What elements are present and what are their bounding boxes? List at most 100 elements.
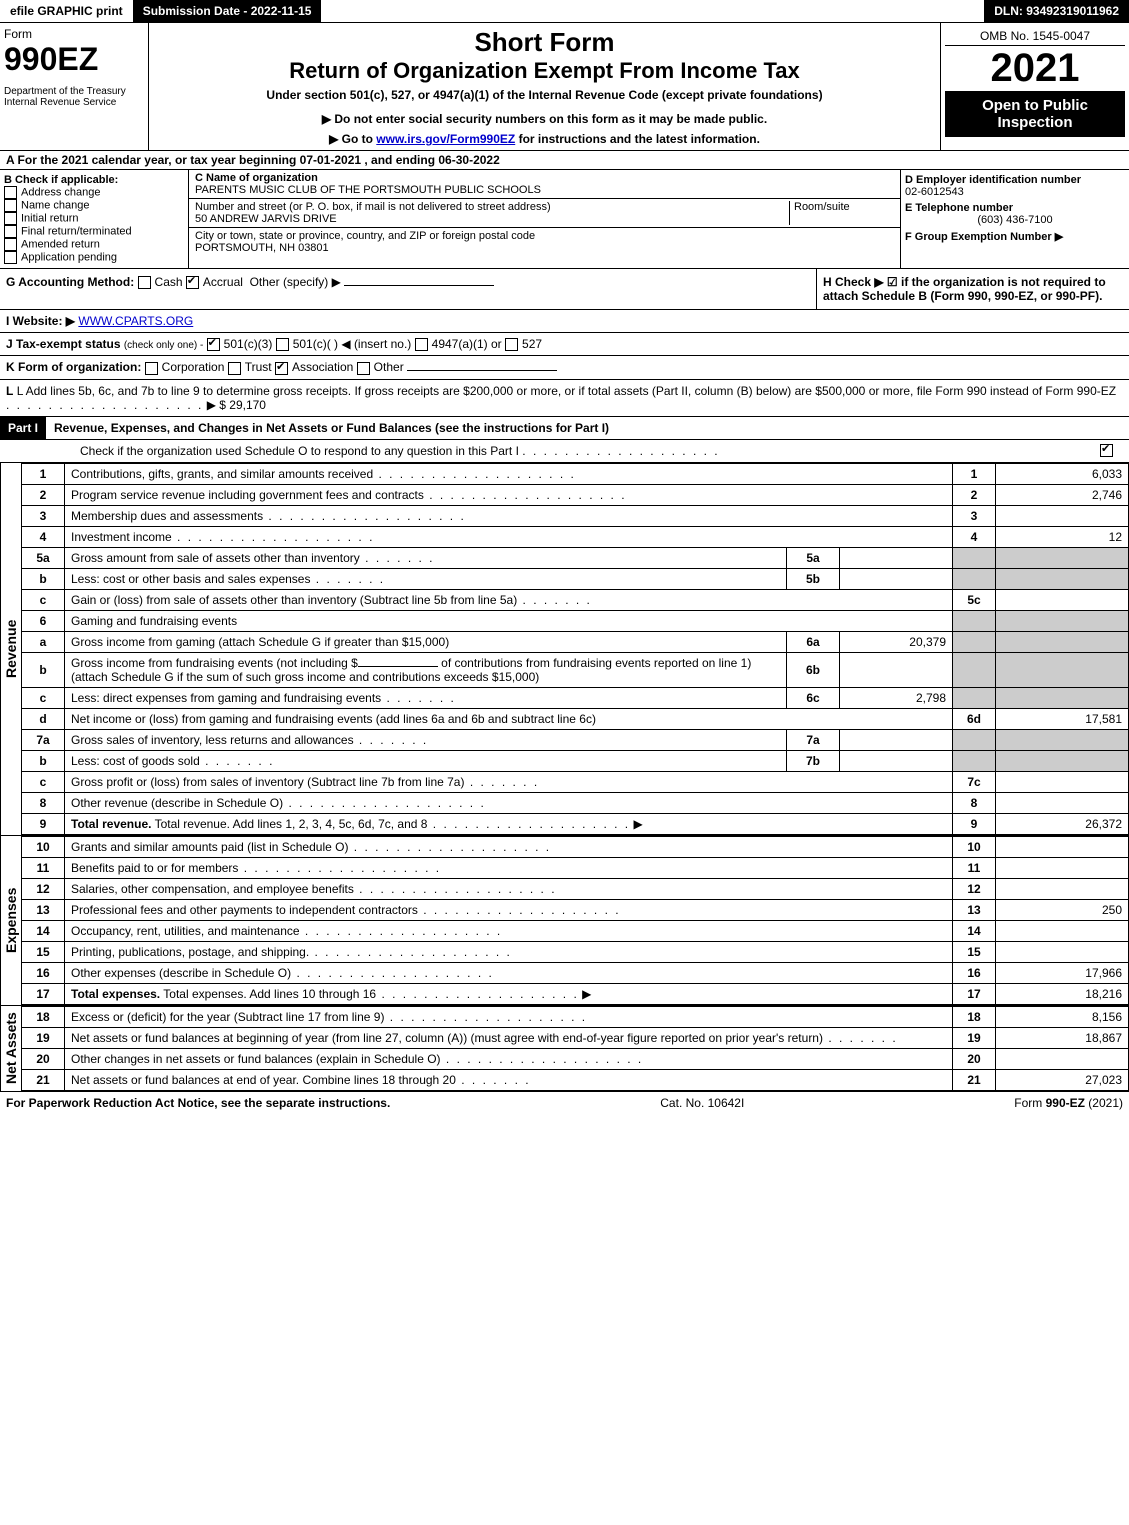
label-address-change: Address change	[21, 186, 101, 198]
form-label: Form	[4, 27, 144, 41]
checkbox-name-change[interactable]	[4, 199, 17, 212]
checkbox-association[interactable]	[275, 362, 288, 375]
line-10-desc: Grants and similar amounts paid (list in…	[71, 840, 551, 854]
room-label: Room/suite	[794, 201, 850, 213]
line-13-val: 250	[996, 899, 1129, 920]
label-application-pending: Application pending	[21, 251, 117, 263]
section-b: B Check if applicable: Address change Na…	[0, 170, 189, 268]
line-6-desc: Gaming and fundraising events	[71, 614, 237, 628]
omb-number: OMB No. 1545-0047	[945, 27, 1125, 46]
accounting-label: G Accounting Method:	[6, 275, 134, 289]
line-6c-sub: 2,798	[840, 687, 953, 708]
checkbox-trust[interactable]	[228, 362, 241, 375]
line-7b-sub	[840, 750, 953, 771]
line-9-val: 26,372	[996, 813, 1129, 834]
note2-prefix: ▶ Go to	[329, 132, 376, 146]
line-5a-desc: Gross amount from sale of assets other t…	[71, 551, 435, 565]
checkbox-501c3[interactable]	[207, 338, 220, 351]
inspection-label: Open to Public Inspection	[945, 91, 1125, 137]
line-6d-desc: Net income or (loss) from gaming and fun…	[71, 712, 596, 726]
section-j: J Tax-exempt status (check only one) - 5…	[0, 333, 1129, 356]
line-12-desc: Salaries, other compensation, and employ…	[71, 882, 557, 896]
gross-receipts-note: L Add lines 5b, 6c, and 7b to line 9 to …	[17, 384, 1116, 398]
checkbox-initial-return[interactable]	[4, 212, 17, 225]
label-amended-return: Amended return	[21, 238, 100, 250]
expenses-table: 10Grants and similar amounts paid (list …	[21, 836, 1129, 1005]
schedule-o-note: Check if the organization used Schedule …	[80, 444, 519, 458]
line-9-desc: Total revenue. Add lines 1, 2, 3, 4, 5c,…	[155, 817, 631, 831]
line-5c-val	[996, 589, 1129, 610]
section-a: A For the 2021 calendar year, or tax yea…	[0, 151, 1129, 170]
form-ref: Form 990-EZ (2021)	[1014, 1096, 1123, 1110]
form-number: 990EZ	[4, 41, 144, 78]
checkbox-schedule-o[interactable]	[1100, 444, 1113, 457]
subtitle: Under section 501(c), 527, or 4947(a)(1)…	[153, 88, 936, 102]
line-5b-desc: Less: cost or other basis and sales expe…	[71, 572, 385, 586]
line-1-desc: Contributions, gifts, grants, and simila…	[71, 467, 576, 481]
website-label: I Website: ▶	[6, 314, 75, 328]
org-website-link[interactable]: WWW.CPARTS.ORG	[78, 314, 193, 328]
ein-value: 02-6012543	[905, 186, 1125, 198]
label-other-org: Other	[374, 360, 404, 374]
checkbox-4947[interactable]	[415, 338, 428, 351]
line-4-val: 12	[996, 526, 1129, 547]
form-header: Form 990EZ Department of the Treasury In…	[0, 23, 1129, 151]
ein-label: D Employer identification number	[905, 174, 1125, 186]
submission-date: Submission Date - 2022-11-15	[133, 0, 322, 22]
line-16-desc: Other expenses (describe in Schedule O)	[71, 966, 494, 980]
part-1-title: Revenue, Expenses, and Changes in Net As…	[46, 417, 617, 439]
short-form-title: Short Form	[153, 27, 936, 58]
tax-year: 2021	[945, 46, 1125, 91]
line-8-val	[996, 792, 1129, 813]
expenses-label: Expenses	[0, 836, 21, 1005]
line-6a-desc: Gross income from gaming (attach Schedul…	[71, 635, 449, 649]
line-13-desc: Professional fees and other payments to …	[71, 903, 621, 917]
street-address: 50 ANDREW JARVIS DRIVE	[195, 213, 789, 225]
efile-label: efile GRAPHIC print	[0, 0, 133, 22]
checkbox-amended-return[interactable]	[4, 238, 17, 251]
line-15-val	[996, 941, 1129, 962]
checkbox-527[interactable]	[505, 338, 518, 351]
line-17-val: 18,216	[996, 983, 1129, 1004]
label-accrual: Accrual	[203, 275, 243, 289]
label-4947: 4947(a)(1) or	[432, 337, 502, 351]
checkbox-other-org[interactable]	[357, 362, 370, 375]
checkbox-cash[interactable]	[138, 276, 151, 289]
line-5a-sub	[840, 547, 953, 568]
label-name-change: Name change	[21, 199, 90, 211]
phone-label: E Telephone number	[905, 202, 1125, 214]
schedule-b-note: H Check ▶ ☑ if the organization is not r…	[823, 275, 1106, 303]
line-16-val: 17,966	[996, 962, 1129, 983]
revenue-section: Revenue 1Contributions, gifts, grants, a…	[0, 463, 1129, 836]
checkbox-application-pending[interactable]	[4, 251, 17, 264]
city-value: PORTSMOUTH, NH 03801	[195, 242, 894, 254]
page-footer: For Paperwork Reduction Act Notice, see …	[0, 1092, 1129, 1114]
checkbox-corporation[interactable]	[145, 362, 158, 375]
checkbox-address-change[interactable]	[4, 186, 17, 199]
revenue-table: 1Contributions, gifts, grants, and simil…	[21, 463, 1129, 835]
line-6b-desc-pre: Gross income from fundraising events (no…	[71, 656, 358, 670]
checkbox-accrual[interactable]	[186, 276, 199, 289]
line-17-desc: Total expenses. Add lines 10 through 16	[163, 987, 579, 1001]
label-trust: Trust	[245, 360, 272, 374]
line-6c-desc: Less: direct expenses from gaming and fu…	[71, 691, 456, 705]
line-7c-desc: Gross profit or (loss) from sales of inv…	[71, 775, 539, 789]
line-19-desc: Net assets or fund balances at beginning…	[71, 1031, 898, 1045]
cat-number: Cat. No. 10642I	[660, 1096, 744, 1110]
org-info-block: B Check if applicable: Address change Na…	[0, 170, 1129, 269]
section-l: L L Add lines 5b, 6c, and 7b to line 9 t…	[0, 380, 1129, 417]
line-18-val: 8,156	[996, 1006, 1129, 1027]
label-initial-return: Initial return	[21, 212, 78, 224]
line-21-val: 27,023	[996, 1069, 1129, 1090]
checkbox-501c[interactable]	[276, 338, 289, 351]
checkbox-final-return[interactable]	[4, 225, 17, 238]
irs-link[interactable]: www.irs.gov/Form990EZ	[376, 132, 515, 146]
line-11-desc: Benefits paid to or for members	[71, 861, 441, 875]
label-501c: 501(c)( ) ◀ (insert no.)	[293, 337, 412, 351]
section-gh: G Accounting Method: Cash Accrual Other …	[0, 269, 1129, 310]
ssn-note: ▶ Do not enter social security numbers o…	[153, 112, 936, 126]
dln-number: DLN: 93492319011962	[984, 0, 1129, 22]
net-assets-table: 18Excess or (deficit) for the year (Subt…	[21, 1006, 1129, 1091]
line-10-val	[996, 836, 1129, 857]
line-2-val: 2,746	[996, 484, 1129, 505]
